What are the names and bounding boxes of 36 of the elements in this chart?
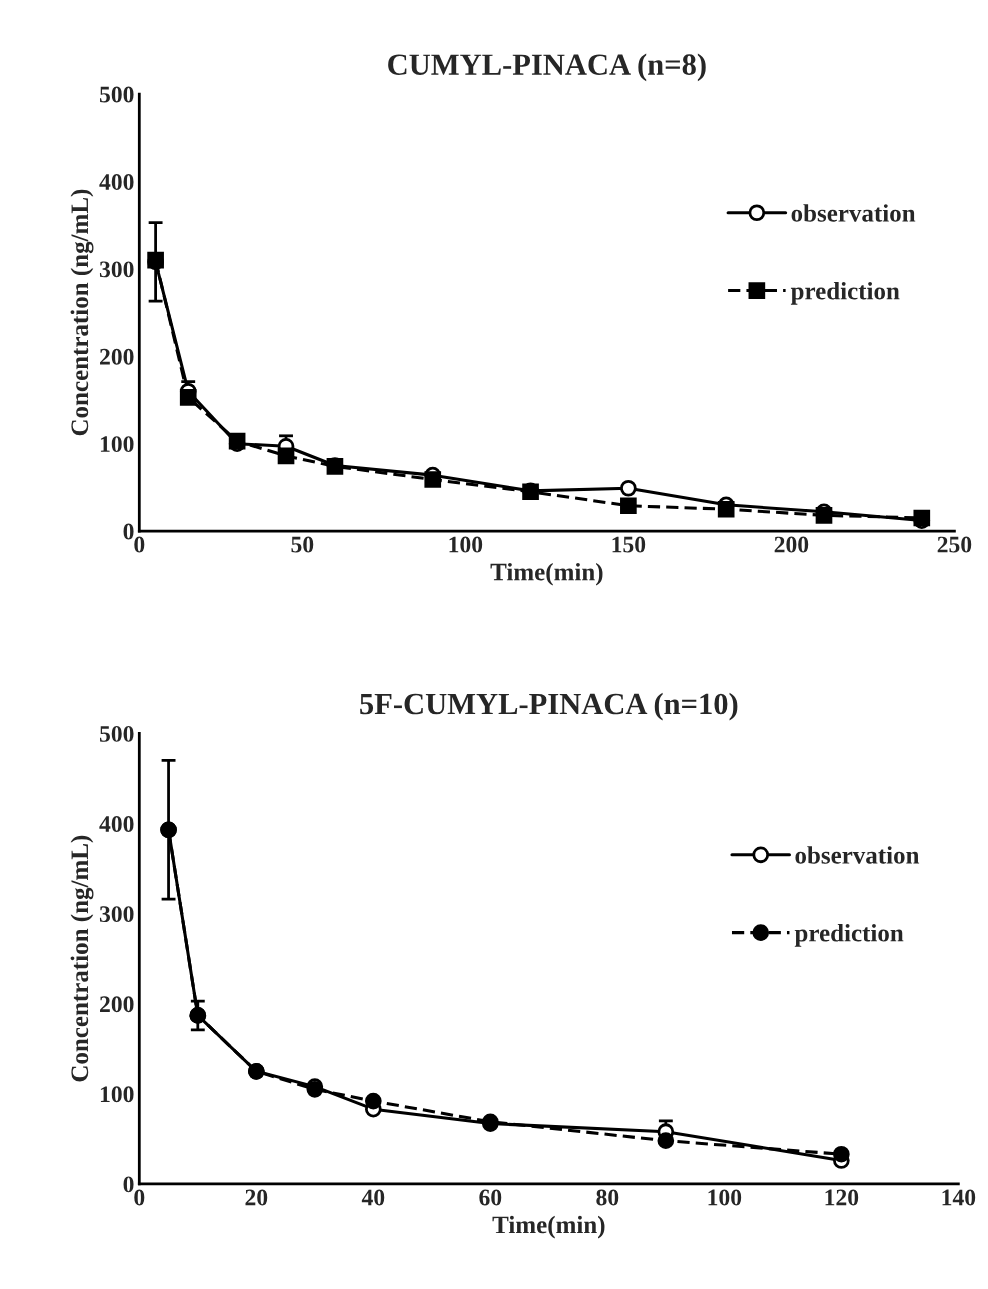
chart-title: 5F-CUMYL-PINACA (n=10) — [360, 692, 738, 721]
x-tick-label: 150 — [612, 536, 646, 553]
x-tick-label: 200 — [774, 536, 809, 553]
y-tick-label: 100 — [100, 436, 134, 453]
x-axis-title: Time(min) — [490, 562, 603, 586]
legend-label: observation — [791, 204, 916, 222]
x-tick-label: 140 — [942, 1189, 976, 1206]
x-tick-label: 100 — [708, 1189, 742, 1206]
chart-title: CUMYL-PINACA (n=8) — [388, 53, 706, 82]
x-tick-label: 40 — [361, 1189, 385, 1206]
x-tick-label: 250 — [937, 536, 972, 553]
x-tick-label: 80 — [596, 1189, 619, 1206]
y-tick-label: 400 — [99, 816, 134, 832]
legend-label: observation — [795, 846, 920, 864]
x-tick-label: 0 — [134, 1189, 145, 1206]
y-tick-label: 500 — [99, 725, 134, 742]
y-axis-title: Concentration (ng/mL) — [70, 189, 94, 436]
x-tick-label: 0 — [134, 536, 145, 553]
x-tick-label: 60 — [479, 1189, 502, 1206]
legend-label: prediction — [790, 281, 900, 305]
y-axis-title: Concentration (ng/mL) — [70, 835, 94, 1082]
y-tick-label: 300 — [99, 906, 134, 923]
y-tick-label: 400 — [99, 173, 134, 190]
y-tick-label: 100 — [100, 1086, 134, 1103]
x-tick-label: 100 — [449, 536, 483, 553]
x-tick-label: 50 — [291, 536, 314, 553]
y-tick-label: 300 — [99, 261, 134, 278]
x-tick-label: 120 — [825, 1189, 859, 1206]
legend-label: prediction — [794, 924, 904, 947]
x-tick-label: 20 — [245, 1189, 268, 1206]
x-axis-title: Time(min) — [492, 1215, 605, 1239]
y-tick-label: 200 — [100, 348, 134, 365]
y-tick-label: 200 — [100, 996, 134, 1013]
y-tick-label: 0 — [123, 1176, 134, 1193]
y-tick-label: 0 — [123, 523, 134, 540]
y-tick-label: 500 — [99, 86, 134, 103]
